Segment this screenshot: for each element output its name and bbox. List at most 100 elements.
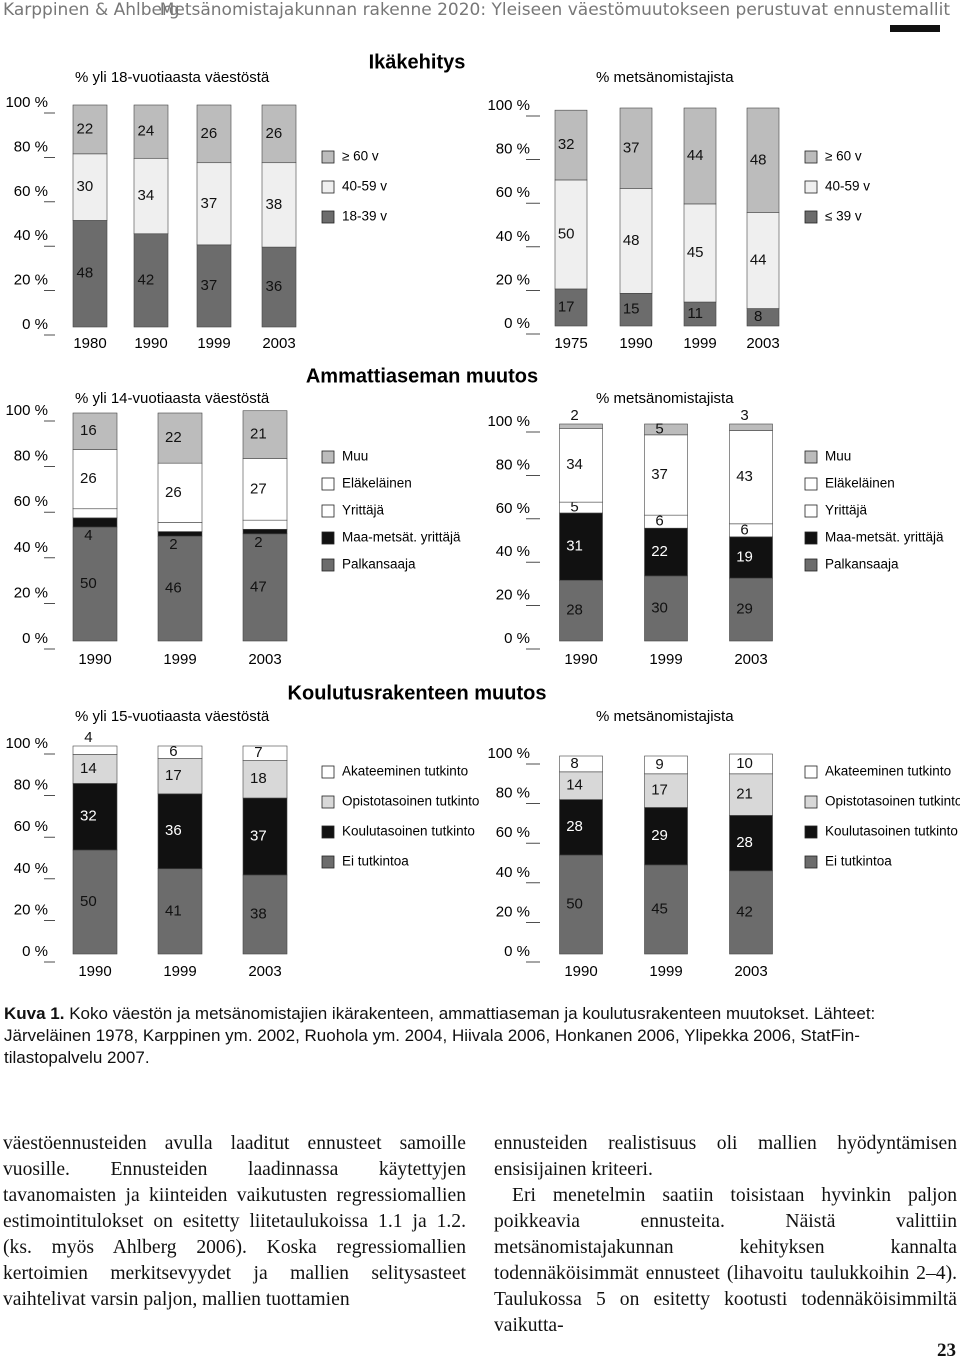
data-label: 5 xyxy=(570,499,578,516)
data-label: 47 xyxy=(250,578,267,595)
legend-label: ≥ 60 v xyxy=(342,149,379,164)
data-label: 30 xyxy=(77,178,94,195)
y-tick-label: 80 % xyxy=(14,777,48,794)
bar-segment xyxy=(559,423,603,429)
legend-swatch xyxy=(321,765,335,779)
data-label: 48 xyxy=(77,265,94,282)
data-label: 15 xyxy=(623,301,640,318)
x-tick-label: 2003 xyxy=(248,963,281,980)
data-label: 22 xyxy=(77,120,94,137)
data-label: 29 xyxy=(651,827,668,844)
bar-segment xyxy=(72,517,118,528)
data-label: 41 xyxy=(165,902,182,919)
bar-segment xyxy=(729,423,773,431)
data-label: 42 xyxy=(736,903,753,920)
data-label: 21 xyxy=(736,786,753,803)
data-label: 14 xyxy=(80,760,97,777)
legend-label: Koulutasoinen tutkinto xyxy=(825,824,958,839)
legend-swatch xyxy=(321,504,335,518)
data-label: 38 xyxy=(266,196,283,213)
y-tick-label: 20 % xyxy=(496,271,530,288)
header-bar xyxy=(890,25,940,32)
legend-label: 40-59 v xyxy=(825,179,870,194)
y-tick-label: 0 % xyxy=(504,943,530,960)
bar-segment xyxy=(157,745,203,759)
chart-subtitle: % metsänomistajista xyxy=(596,390,734,407)
x-tick-label: 2003 xyxy=(262,335,295,352)
legend-swatch xyxy=(321,150,335,164)
bar-segment xyxy=(157,535,203,642)
bar-segment xyxy=(644,755,688,775)
y-tick-label: 0 % xyxy=(504,315,530,332)
bar-segment xyxy=(157,522,203,532)
bar-segment xyxy=(559,854,603,955)
legend-swatch xyxy=(321,531,335,545)
bar-segment xyxy=(554,179,588,290)
data-label: 17 xyxy=(558,298,575,315)
data-label: 6 xyxy=(740,521,748,538)
chart-subtitle: % metsänomistajista xyxy=(596,69,734,86)
y-tick-label: 0 % xyxy=(22,943,48,960)
bar-segment xyxy=(242,519,288,530)
bar-segment xyxy=(72,104,108,155)
bar-segment xyxy=(559,771,603,800)
paragraph: väestöennusteiden avulla laaditut ennust… xyxy=(3,1133,466,1310)
x-tick-label: 2003 xyxy=(734,651,767,668)
y-tick-label: 40 % xyxy=(14,539,48,556)
section-title: Ammattiaseman muutos xyxy=(306,365,538,387)
legend-label: Yrittäjä xyxy=(342,503,385,518)
legend-swatch xyxy=(321,477,335,491)
bar-segment xyxy=(157,412,203,464)
bar-segment xyxy=(72,412,118,450)
bar-segment xyxy=(619,292,653,327)
caption-label: Kuva 1. xyxy=(4,1004,65,1023)
data-label: 50 xyxy=(566,895,583,912)
bar-segment xyxy=(157,758,203,795)
section-title: Koulutusrakenteen muutos xyxy=(288,682,547,704)
legend-swatch xyxy=(804,825,818,839)
data-label: 28 xyxy=(736,834,753,851)
paragraph: ennusteiden realistisuus oli mallien hyö… xyxy=(494,1133,957,1180)
x-tick-label: 1990 xyxy=(564,963,597,980)
legend-swatch xyxy=(804,477,818,491)
x-tick-label: 1975 xyxy=(554,335,587,352)
chart-subtitle: % yli 15-vuotiaasta väestöstä xyxy=(75,708,270,725)
data-label: 10 xyxy=(736,755,753,772)
bar-segment xyxy=(746,308,780,327)
legend-swatch xyxy=(804,531,818,545)
chart-subtitle: % yli 14-vuotiaasta väestöstä xyxy=(75,390,270,407)
body-right: ennusteiden realistisuus oli mallien hyö… xyxy=(494,1131,957,1339)
bar-segment xyxy=(559,579,603,642)
bar-segment xyxy=(644,423,688,436)
data-label: 50 xyxy=(80,893,97,910)
data-label: 2 xyxy=(254,534,262,551)
data-label: 26 xyxy=(266,125,283,142)
y-tick-label: 100 % xyxy=(487,413,530,430)
y-tick-label: 20 % xyxy=(14,272,48,289)
data-label: 46 xyxy=(165,580,182,597)
data-label: 22 xyxy=(165,429,182,446)
data-label: 14 xyxy=(566,777,583,794)
data-label: 37 xyxy=(201,277,218,294)
data-label: 17 xyxy=(651,782,668,799)
data-label: 37 xyxy=(651,466,668,483)
data-label: 24 xyxy=(138,123,155,140)
data-label: 34 xyxy=(566,456,583,473)
bar-segment xyxy=(157,462,203,523)
y-tick-label: 40 % xyxy=(496,228,530,245)
legend-label: Akateeminen tutkinto xyxy=(342,764,468,779)
bar-segment xyxy=(644,864,688,955)
y-tick-label: 60 % xyxy=(14,818,48,835)
figure: Ikäkehitys Ammattiaseman muutos Koulutus… xyxy=(5,51,960,980)
y-tick-label: 0 % xyxy=(22,316,48,333)
legend-swatch xyxy=(804,450,818,464)
bar-segment xyxy=(261,162,297,248)
bar-segment xyxy=(72,783,118,851)
legend-swatch xyxy=(804,150,818,164)
data-label: 50 xyxy=(558,225,575,242)
bar-segment xyxy=(261,246,297,328)
y-tick-label: 60 % xyxy=(14,493,48,510)
caption: Kuva 1. Koko väestön ja metsänomistajien… xyxy=(4,1003,956,1069)
x-tick-label: 1999 xyxy=(163,651,196,668)
